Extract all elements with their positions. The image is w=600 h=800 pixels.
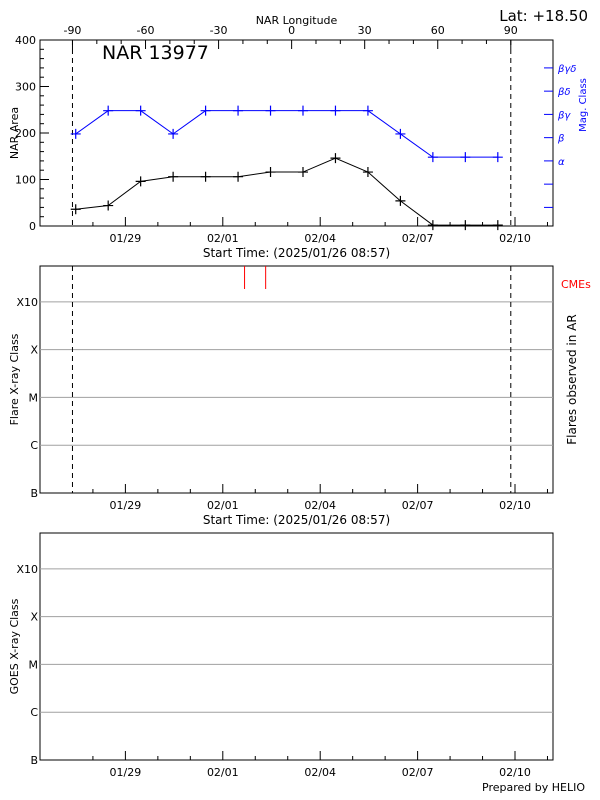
nar-area-point xyxy=(168,171,179,182)
x-tick-label: 02/07 xyxy=(402,499,434,512)
nar-area-point xyxy=(362,167,373,178)
longitude-tick-label: 30 xyxy=(358,24,372,37)
x-tick-label: 02/01 xyxy=(207,499,239,512)
mag-class-point xyxy=(135,105,146,116)
x-tick-label: 02/01 xyxy=(207,766,239,779)
mag-class-point xyxy=(395,128,406,139)
longitude-tick-label: 60 xyxy=(431,24,445,37)
class-tick-label: M xyxy=(29,391,39,404)
x-tick-label: 01/29 xyxy=(110,499,142,512)
nar-area-point xyxy=(297,167,308,178)
mag-class-label: βδ xyxy=(557,87,571,98)
plot-frame xyxy=(39,532,554,761)
mag-class-point xyxy=(427,152,438,163)
class-tick-label: C xyxy=(30,439,38,452)
nar-area-point xyxy=(395,195,406,206)
x-tick-label: 02/07 xyxy=(402,232,434,245)
mag-class-point xyxy=(362,105,373,116)
mag-class-point xyxy=(103,105,114,116)
longitude-tick-label: 90 xyxy=(504,24,518,37)
class-tick-label: B xyxy=(30,754,38,767)
class-tick-label: C xyxy=(30,706,38,719)
x-tick-label: 02/10 xyxy=(499,766,531,779)
class-tick-label: X10 xyxy=(16,296,38,309)
y-axis-title: GOES X-ray Class xyxy=(8,598,21,694)
nar-area-point xyxy=(103,200,114,211)
plot-frame xyxy=(39,39,554,227)
mag-class-point xyxy=(265,105,276,116)
y-tick-label: 0 xyxy=(29,220,36,233)
nar-area-point xyxy=(427,220,438,231)
x-tick-label: 01/29 xyxy=(110,766,142,779)
y-tick-label: 400 xyxy=(15,34,36,47)
class-tick-label: X xyxy=(30,344,38,357)
mag-class-point xyxy=(168,128,179,139)
mag-class-label: α xyxy=(558,157,565,168)
mag-class-label: βγ xyxy=(557,110,571,121)
mag-class-line xyxy=(75,110,498,158)
right-axis-title: Flares observed in AR xyxy=(565,314,579,444)
y-tick-label: 300 xyxy=(15,81,36,94)
x-axis-title: Start Time: (2025/01/26 08:57) xyxy=(203,513,390,527)
region-title: NAR 13977 xyxy=(102,42,209,64)
mag-class-point xyxy=(70,128,81,139)
mag-class-label: β xyxy=(557,134,565,145)
mag-class-point xyxy=(297,105,308,116)
longitude-tick-label: 0 xyxy=(288,24,295,37)
y-tick-label: 100 xyxy=(15,174,36,187)
nar-area-line xyxy=(75,157,498,226)
goes-class-panel: B C M X X10 GOES X-ray Class 01/29 02/01 02/04 02… xyxy=(8,532,554,779)
x-axis-title: Start Time: (2025/01/26 08:57) xyxy=(203,246,390,260)
class-tick-label: M xyxy=(29,658,39,671)
nar-area-point xyxy=(492,220,503,231)
longitude-tick-label: -30 xyxy=(210,24,228,37)
mag-class-point xyxy=(330,105,341,116)
x-tick-label: 02/10 xyxy=(499,232,531,245)
y-axis-title: NAR Area xyxy=(8,107,21,159)
longitude-tick-label: -60 xyxy=(137,24,155,37)
flare-class-panel: B C M X X10 Flare X-ray Class 01/29 02/01 02/04 0… xyxy=(8,265,591,527)
cme-legend-label: CMEs xyxy=(561,278,591,291)
nar-area-point xyxy=(330,153,341,164)
x-tick-label: 02/04 xyxy=(304,232,336,245)
mag-class-label: βγδ xyxy=(557,64,576,75)
nar-area-point xyxy=(233,171,244,182)
longitude-tick-label: -90 xyxy=(63,24,81,37)
x-tick-label: 02/01 xyxy=(207,232,239,245)
right-axis-title: Mag. Class xyxy=(578,78,589,132)
x-tick-label: 01/29 xyxy=(110,232,142,245)
top-axis-title: NAR Longitude xyxy=(256,14,338,27)
x-tick-label: 02/10 xyxy=(499,499,531,512)
latitude-label: Lat: +18.50 xyxy=(499,7,588,25)
mag-class-point xyxy=(200,105,211,116)
nar-area-point xyxy=(460,220,471,231)
footer-credit: Prepared by HELIO xyxy=(482,781,585,794)
x-tick-label: 02/04 xyxy=(304,766,336,779)
mag-class-point xyxy=(492,152,503,163)
class-tick-label: B xyxy=(30,487,38,500)
nar-area-point xyxy=(135,176,146,187)
x-tick-label: 02/07 xyxy=(402,766,434,779)
class-tick-label: X xyxy=(30,611,38,624)
y-axis-title: Flare X-ray Class xyxy=(8,333,21,425)
class-tick-label: X10 xyxy=(16,563,38,576)
y-tick-label: 200 xyxy=(15,127,36,140)
nar-area-point xyxy=(200,171,211,182)
nar-area-point xyxy=(70,204,81,215)
nar-area-point xyxy=(265,167,276,178)
mag-class-point xyxy=(460,152,471,163)
plot-frame xyxy=(39,265,554,494)
mag-class-point xyxy=(233,105,244,116)
x-tick-label: 02/04 xyxy=(304,499,336,512)
